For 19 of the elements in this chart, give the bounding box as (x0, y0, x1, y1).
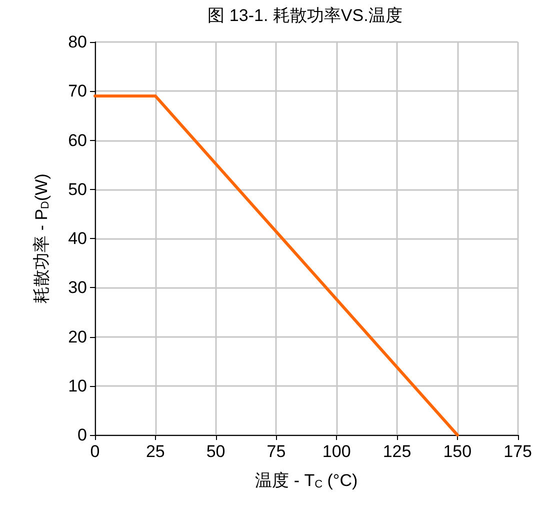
y-axis-title: 耗散功率 - PD(W) (32, 174, 52, 304)
y-tick-label: 50 (68, 180, 87, 199)
y-tick-label: 20 (68, 327, 87, 346)
y-tick-label: 10 (68, 376, 87, 396)
x-tick-label: 50 (206, 442, 226, 461)
y-tick-label: 30 (68, 278, 87, 298)
x-tick-label: 75 (266, 442, 286, 461)
y-tick-label: 0 (78, 426, 87, 444)
x-tick-label: 175 (504, 442, 532, 461)
y-tick-label: 70 (68, 82, 87, 101)
chart-title: 图 13-1. 耗散功率VS.温度 (208, 6, 402, 25)
y-tick-label: 60 (68, 130, 87, 150)
x-tick-label: 0 (90, 442, 100, 461)
x-tick-label: 150 (443, 442, 472, 461)
x-tick-label: 100 (322, 442, 351, 461)
y-tick-label: 40 (68, 229, 87, 248)
x-tick-label: 125 (382, 442, 412, 461)
y-tick-label: 80 (68, 32, 87, 52)
x-tick-label: 25 (146, 442, 165, 461)
